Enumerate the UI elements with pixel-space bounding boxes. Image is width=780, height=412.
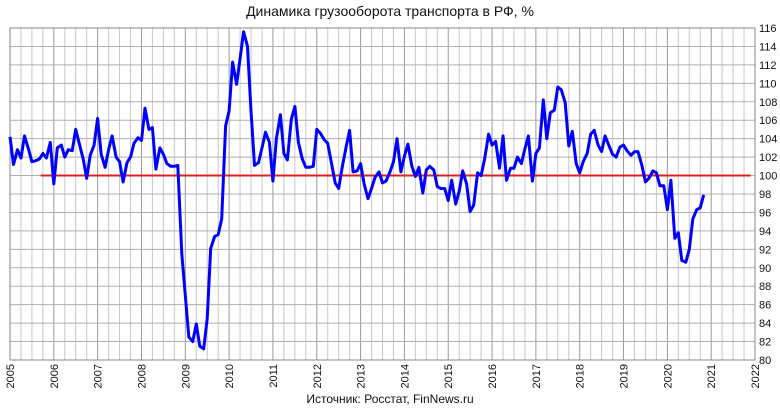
- x-tick-label: 2013: [356, 364, 368, 388]
- x-tick-label: 2005: [5, 364, 17, 388]
- y-tick-label: 90: [759, 263, 771, 275]
- y-tick-label: 94: [759, 226, 771, 238]
- y-tick-label: 104: [759, 134, 777, 146]
- x-tick-label: 2019: [619, 364, 631, 388]
- x-tick-label: 2014: [399, 364, 411, 388]
- x-tick-label: 2011: [268, 364, 280, 388]
- x-tick-label: 2017: [531, 364, 543, 388]
- y-tick-label: 80: [759, 355, 771, 367]
- y-tick-label: 84: [759, 318, 771, 330]
- x-tick-label: 2016: [487, 364, 499, 388]
- y-tick-label: 114: [759, 41, 777, 53]
- y-tick-label: 108: [759, 97, 777, 109]
- chart-title: Динамика грузооборота транспорта в РФ, %: [246, 3, 534, 19]
- x-tick-label: 2020: [662, 364, 674, 388]
- grid: [9, 27, 756, 361]
- x-tick-label: 2012: [312, 364, 324, 388]
- y-tick-label: 102: [759, 152, 777, 164]
- y-tick-label: 100: [759, 171, 777, 183]
- y-tick-label: 116: [759, 23, 777, 35]
- y-tick-label: 86: [759, 300, 771, 312]
- y-tick-label: 112: [759, 60, 777, 72]
- x-tick-label: 2015: [443, 364, 455, 388]
- x-tick-label: 2018: [575, 364, 587, 388]
- y-tick-label: 106: [759, 115, 777, 127]
- x-tick-label: 2009: [180, 364, 192, 388]
- plot-frame: [9, 27, 756, 361]
- y-tick-label: 82: [759, 337, 771, 349]
- x-tick-label: 2022: [750, 364, 762, 388]
- x-tick-label: 2008: [136, 364, 148, 388]
- x-tick-label: 2010: [224, 364, 236, 388]
- source-note: Источник: Росстат, FinNews.ru: [306, 392, 474, 406]
- x-tick-label: 2006: [49, 364, 61, 388]
- y-tick-label: 92: [759, 244, 771, 256]
- y-tick-label: 88: [759, 281, 771, 293]
- y-axis-ticks: 80 82 84 86 88 90 92 94 96 98 100 102 104 106 108 110 11…: [759, 23, 777, 367]
- x-tick-label: 2007: [93, 364, 105, 388]
- x-axis-ticks: 2005 2006 2007 2008 2009 2010 2011 2012 2013 2014…: [5, 364, 762, 388]
- y-tick-label: 96: [759, 207, 771, 219]
- x-tick-label: 2021: [706, 364, 718, 388]
- y-tick-label: 110: [759, 78, 777, 90]
- series-line: [8, 30, 706, 351]
- y-tick-label: 98: [759, 189, 771, 201]
